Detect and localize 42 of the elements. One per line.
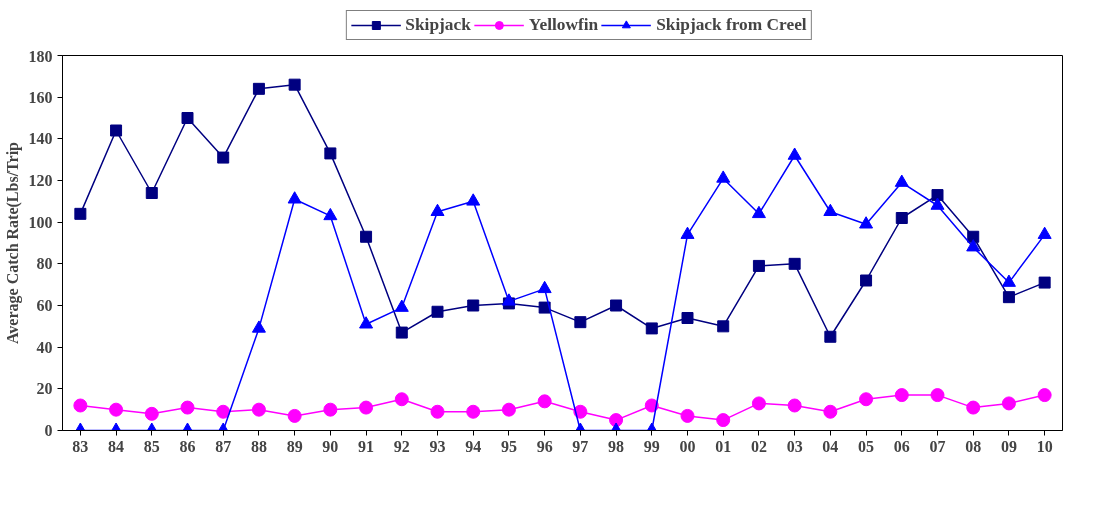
x-tick-label: 90 [322, 437, 339, 455]
x-tick-label: 05 [858, 437, 875, 455]
y-tick-label: 80 [36, 255, 53, 273]
x-tick-label: 01 [715, 437, 732, 455]
y-tick-label: 140 [28, 130, 53, 148]
x-tick-label: 98 [608, 437, 625, 455]
y-tick-label: 180 [28, 47, 53, 65]
x-tick-label: 88 [250, 437, 267, 455]
x-tick-label: 99 [643, 437, 660, 455]
legend-label: Skipjack [405, 15, 471, 35]
y-tick-label: 0 [44, 422, 53, 439]
y-tick-label: 120 [28, 172, 53, 189]
x-tick-label: 10 [1036, 437, 1053, 455]
x-tick-label: 97 [572, 437, 589, 455]
x-tick-label: 91 [358, 437, 375, 455]
x-tick-label: 07 [929, 437, 946, 455]
x-tick-label: 84 [108, 437, 125, 455]
y-axis-title: Average Catch Rate(Lbs/Trip [3, 141, 22, 345]
x-tick-label: 04 [822, 437, 839, 455]
x-tick-label: 96 [536, 437, 553, 455]
x-tick-label: 89 [286, 437, 303, 455]
x-tick-label: 09 [1000, 437, 1017, 455]
x-tick-label: 87 [215, 437, 232, 455]
x-tick-label: 06 [893, 437, 910, 455]
x-tick-label: 95 [500, 437, 517, 455]
y-tick-label: 40 [36, 338, 53, 356]
x-tick-label: 00 [679, 437, 696, 455]
x-tick-label: 08 [965, 437, 982, 455]
x-tick-label: 86 [179, 437, 196, 455]
y-tick-label: 160 [28, 88, 53, 106]
x-tick-label: 03 [786, 437, 803, 455]
legend-label: Yellowfin [528, 15, 599, 35]
y-tick-label: 60 [36, 297, 53, 314]
x-tick-label: 92 [393, 437, 410, 455]
x-tick-label: 83 [72, 437, 89, 455]
y-tick-label: 100 [28, 213, 53, 231]
x-tick-label: 94 [465, 437, 482, 455]
x-tick-label: 85 [143, 437, 160, 455]
x-tick-label: 93 [429, 437, 446, 455]
x-tick-label: 02 [750, 437, 767, 455]
y-tick-label: 20 [36, 380, 53, 398]
legend-label: Skipjack from Creel [656, 15, 807, 35]
